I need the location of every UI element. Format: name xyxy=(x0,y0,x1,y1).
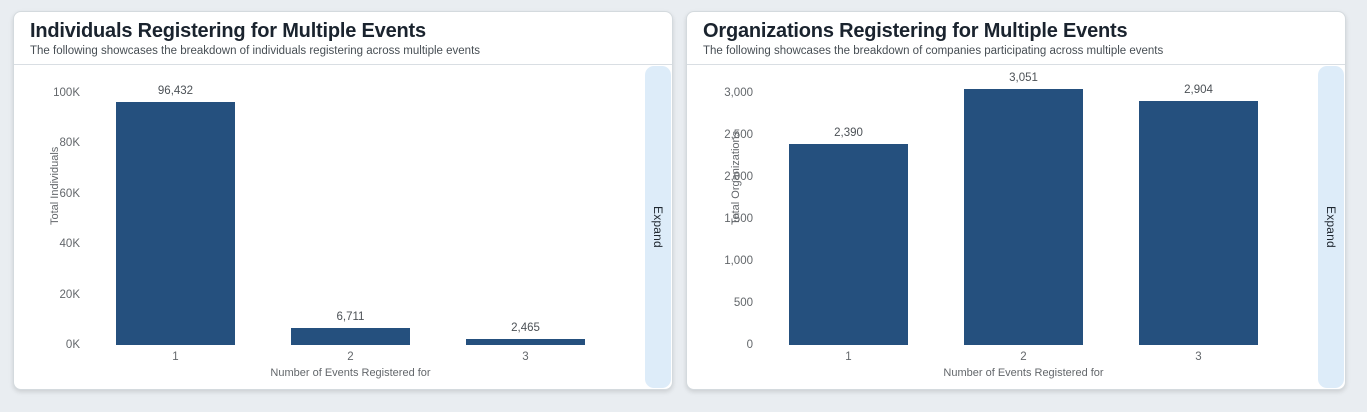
card-header: Individuals Registering for Multiple Eve… xyxy=(14,12,672,65)
card-subtitle: The following showcases the breakdown of… xyxy=(703,45,1164,57)
expand-button-label: Expand xyxy=(651,206,665,248)
x-axis-title: Number of Events Registered for xyxy=(943,367,1104,379)
individuals-chart-card: Individuals Registering for Multiple Eve… xyxy=(13,11,673,390)
bar-value-label: 2,465 xyxy=(511,321,540,334)
page-title: Organizations Registering for Multiple E… xyxy=(703,20,1128,42)
bar-value-label: 2,904 xyxy=(1184,84,1213,97)
bar[interactable] xyxy=(466,338,585,345)
bar-value-label: 3,051 xyxy=(1009,71,1038,84)
bar[interactable] xyxy=(789,144,908,345)
y-axis-title: Total Individuals xyxy=(49,146,62,225)
y-tick-label: 1,500 xyxy=(724,213,753,225)
bar-value-label: 96,432 xyxy=(157,84,194,97)
bar[interactable] xyxy=(116,101,235,345)
card-content: 0 500 1,000 1,500 2,000 2,500 3,000 2,390 1 3,051… xyxy=(687,65,1345,389)
card-content: 0K 20K 40K 60K 80K 100K 96,432 1 6,711 2 2,465 3 Tot… xyxy=(14,65,672,389)
bar[interactable] xyxy=(1139,101,1258,345)
y-tick-label: 0 xyxy=(746,339,753,351)
y-tick-label: 1,000 xyxy=(724,255,753,267)
organizations-bar-chart: 0 500 1,000 1,500 2,000 2,500 3,000 2,390 1 3,051… xyxy=(687,65,1318,389)
expand-button[interactable]: Expand xyxy=(1318,66,1344,388)
y-tick-label: 500 xyxy=(733,297,753,309)
x-tick-label: 2 xyxy=(1020,351,1027,363)
card-subtitle: The following showcases the breakdown of… xyxy=(30,45,481,57)
y-tick-label: 2,000 xyxy=(724,171,753,183)
organizations-chart-card: Organizations Registering for Multiple E… xyxy=(686,11,1346,390)
y-tick-label: 100K xyxy=(53,87,80,99)
bar[interactable] xyxy=(964,88,1083,345)
individuals-bar-chart: 0K 20K 40K 60K 80K 100K 96,432 1 6,711 2 2,465 3 Tot… xyxy=(14,65,645,389)
x-tick-label: 3 xyxy=(522,351,529,363)
y-tick-label: 80K xyxy=(59,137,80,150)
y-axis-title: Total Organizations xyxy=(730,130,743,225)
x-axis-title: Number of Events Registered for xyxy=(270,367,431,379)
y-tick-label: 0K xyxy=(65,339,80,351)
y-tick-label: 20K xyxy=(59,288,80,301)
bar-value-label: 2,390 xyxy=(834,127,863,140)
x-tick-label: 2 xyxy=(347,351,354,363)
y-tick-label: 60K xyxy=(59,187,80,200)
page-title: Individuals Registering for Multiple Eve… xyxy=(30,20,426,42)
x-tick-label: 1 xyxy=(845,351,852,363)
y-tick-label: 2,500 xyxy=(724,129,753,141)
expand-button-label: Expand xyxy=(1324,206,1338,248)
expand-button[interactable]: Expand xyxy=(645,66,671,388)
y-tick-label: 40K xyxy=(59,238,80,251)
x-tick-label: 1 xyxy=(172,351,179,363)
bar[interactable] xyxy=(291,328,410,345)
x-tick-label: 3 xyxy=(1195,351,1202,363)
y-tick-label: 3,000 xyxy=(724,87,753,99)
bar-value-label: 6,711 xyxy=(336,311,365,324)
card-header: Organizations Registering for Multiple E… xyxy=(687,12,1345,65)
